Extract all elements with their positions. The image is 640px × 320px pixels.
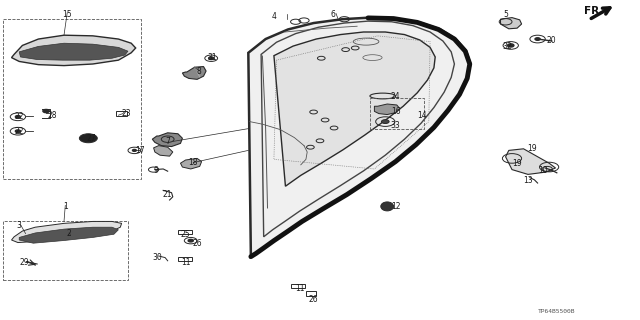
Text: 29: 29	[19, 258, 29, 267]
Bar	[3, 221, 128, 280]
Text: 9: 9	[154, 166, 159, 175]
Text: 11: 11	[295, 284, 304, 293]
Text: 32: 32	[502, 42, 512, 51]
Text: 19: 19	[527, 144, 538, 153]
Text: 21: 21	[163, 190, 172, 199]
Text: 1: 1	[63, 202, 68, 211]
Text: 30: 30	[152, 253, 163, 262]
Text: 15: 15	[62, 10, 72, 19]
Text: 31: 31	[207, 53, 218, 62]
Text: 33: 33	[390, 121, 401, 130]
Text: 27: 27	[86, 134, 96, 143]
Text: 17: 17	[134, 146, 145, 155]
Polygon shape	[154, 146, 173, 156]
Text: 11: 11	[181, 258, 190, 267]
Polygon shape	[12, 35, 136, 66]
Polygon shape	[180, 158, 202, 169]
Bar	[3, 19, 141, 179]
Text: 12: 12	[391, 202, 400, 211]
Polygon shape	[500, 18, 522, 29]
Bar	[291, 284, 305, 288]
Text: 4: 4	[271, 12, 276, 21]
Text: 6: 6	[330, 10, 335, 19]
Text: 24: 24	[390, 92, 401, 101]
Text: 28: 28	[48, 111, 57, 120]
Circle shape	[381, 120, 389, 124]
Bar	[116, 111, 127, 116]
Circle shape	[188, 239, 193, 242]
Text: 5: 5	[503, 10, 508, 19]
Text: 8: 8	[196, 68, 201, 76]
Circle shape	[209, 57, 214, 60]
Ellipse shape	[381, 202, 394, 211]
Text: 13: 13	[523, 176, 533, 185]
Text: 3: 3	[17, 221, 22, 230]
Circle shape	[132, 149, 136, 151]
Text: 26: 26	[192, 239, 202, 248]
Circle shape	[43, 109, 49, 113]
Polygon shape	[506, 149, 556, 174]
Polygon shape	[12, 221, 122, 243]
Text: 19: 19	[512, 159, 522, 168]
Circle shape	[535, 38, 540, 40]
Circle shape	[15, 130, 20, 132]
Polygon shape	[274, 32, 435, 186]
Bar	[306, 291, 316, 296]
Polygon shape	[152, 133, 182, 147]
Circle shape	[79, 134, 97, 143]
Text: 22: 22	[15, 112, 24, 121]
Text: 20: 20	[547, 36, 557, 45]
Text: 10: 10	[538, 166, 548, 175]
Polygon shape	[19, 43, 128, 60]
Text: 2: 2	[67, 229, 72, 238]
Text: 22: 22	[15, 127, 24, 136]
Polygon shape	[248, 18, 470, 257]
Text: 25: 25	[180, 230, 191, 239]
Polygon shape	[182, 67, 206, 79]
Text: 14: 14	[417, 111, 428, 120]
Text: 7: 7	[165, 137, 170, 146]
Polygon shape	[19, 227, 118, 243]
Text: 23: 23	[122, 109, 132, 118]
Text: TP64B5500B: TP64B5500B	[538, 308, 575, 314]
Polygon shape	[374, 104, 400, 115]
Circle shape	[15, 116, 20, 118]
Circle shape	[508, 44, 514, 47]
Bar	[178, 230, 192, 234]
Text: FR.: FR.	[584, 6, 603, 16]
Text: 26: 26	[308, 295, 319, 304]
Bar	[370, 98, 424, 129]
Text: 16: 16	[390, 107, 401, 116]
Bar	[178, 257, 192, 261]
Text: 18: 18	[189, 158, 198, 167]
